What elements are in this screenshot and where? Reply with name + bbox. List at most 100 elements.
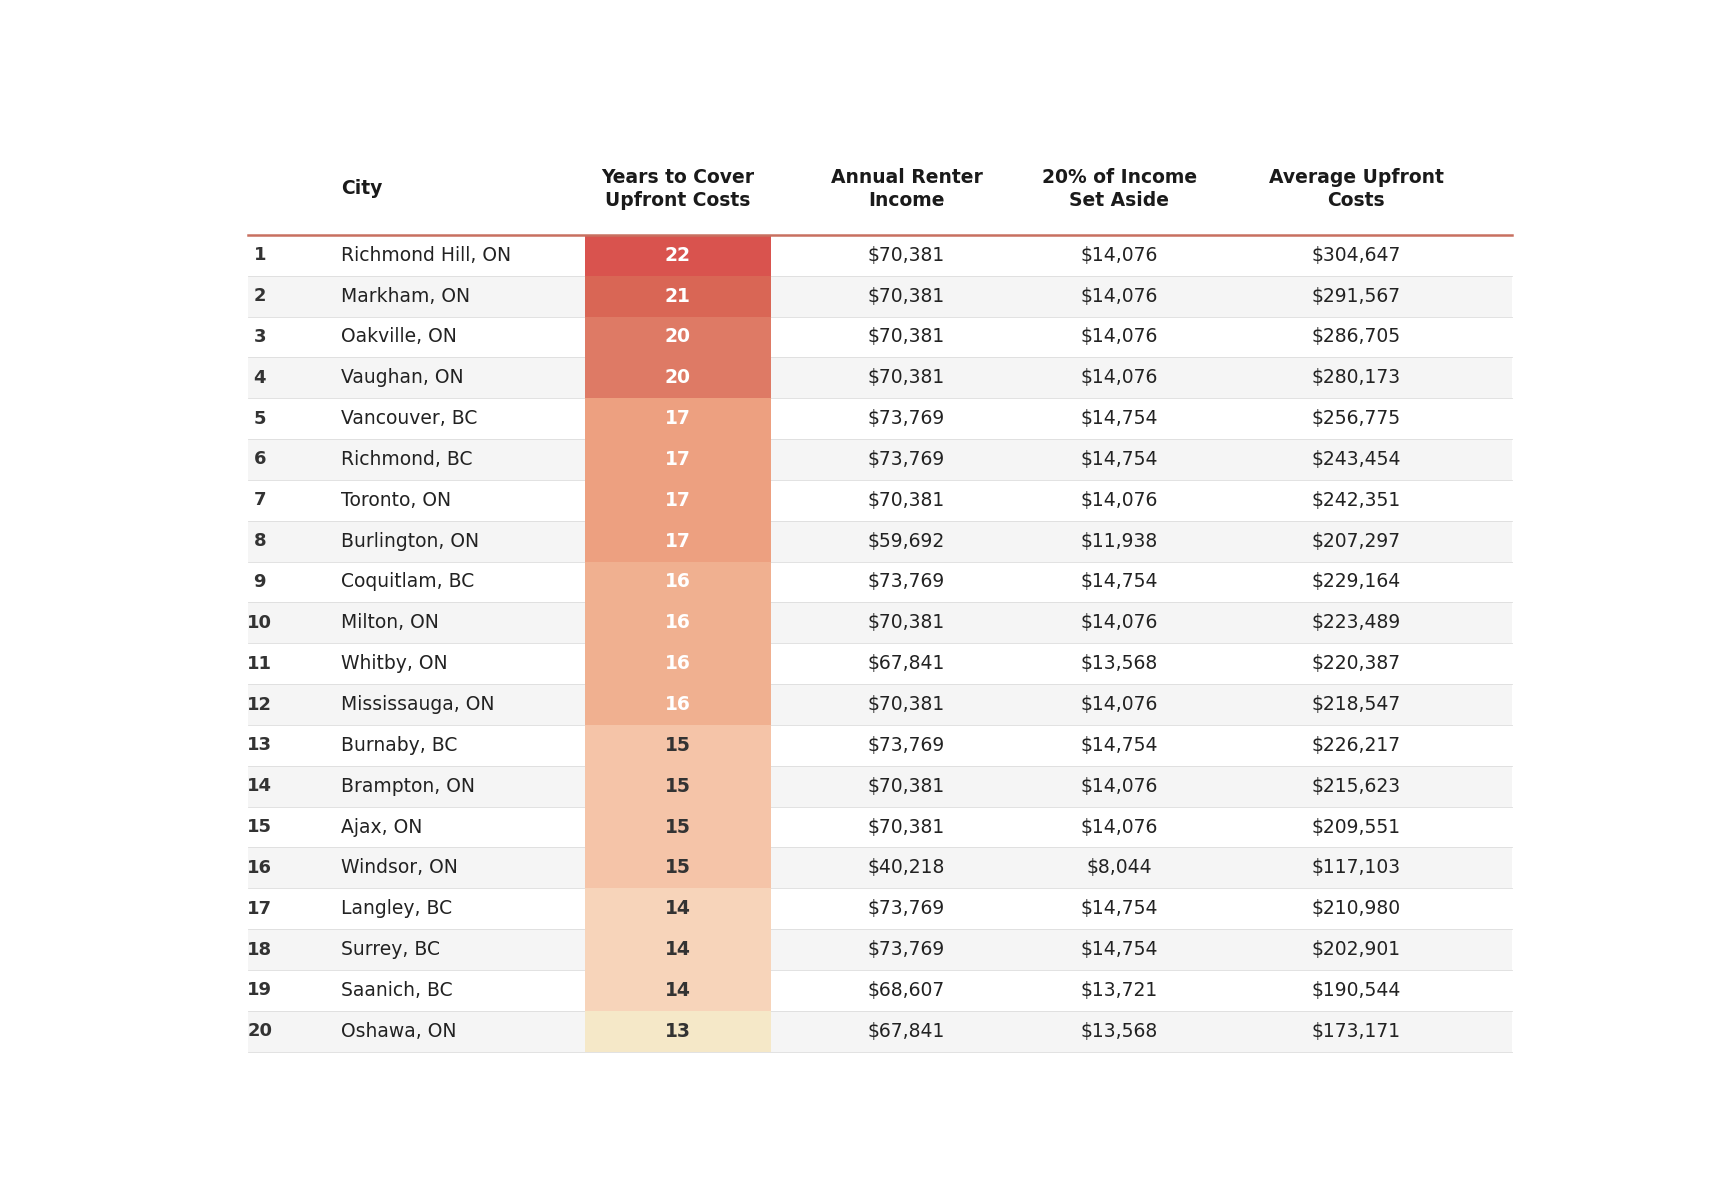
Bar xyxy=(584,1011,771,1051)
Text: 16: 16 xyxy=(664,695,690,714)
Bar xyxy=(247,1011,1513,1051)
Text: $14,754: $14,754 xyxy=(1080,572,1159,591)
Bar xyxy=(584,275,771,317)
Bar xyxy=(247,644,1513,684)
Bar xyxy=(247,317,1513,358)
Bar xyxy=(584,765,771,807)
Text: $73,769: $73,769 xyxy=(869,940,944,960)
Bar xyxy=(584,644,771,684)
Text: Richmond, BC: Richmond, BC xyxy=(342,449,472,468)
Text: $242,351: $242,351 xyxy=(1312,491,1401,510)
Text: $73,769: $73,769 xyxy=(869,449,944,468)
Text: $117,103: $117,103 xyxy=(1312,858,1401,877)
Text: 13: 13 xyxy=(664,1022,690,1041)
Text: $70,381: $70,381 xyxy=(869,491,944,510)
Text: 14: 14 xyxy=(664,981,690,1000)
Text: Coquitlam, BC: Coquitlam, BC xyxy=(342,572,474,591)
Text: $59,692: $59,692 xyxy=(869,532,944,551)
Bar xyxy=(584,807,771,848)
Text: 16: 16 xyxy=(664,572,690,591)
Text: 9: 9 xyxy=(254,573,266,591)
Bar xyxy=(247,725,1513,765)
Text: $14,754: $14,754 xyxy=(1080,899,1159,918)
Bar xyxy=(247,358,1513,398)
Bar xyxy=(247,970,1513,1011)
Text: $173,171: $173,171 xyxy=(1312,1022,1401,1041)
Text: 5: 5 xyxy=(254,410,266,428)
Text: $14,076: $14,076 xyxy=(1080,695,1159,714)
Text: 17: 17 xyxy=(247,900,273,918)
Text: $215,623: $215,623 xyxy=(1312,777,1401,796)
Bar xyxy=(247,930,1513,970)
Bar xyxy=(247,480,1513,521)
Text: 20: 20 xyxy=(247,1023,273,1041)
Text: $14,076: $14,076 xyxy=(1080,286,1159,305)
Text: $73,769: $73,769 xyxy=(869,899,944,918)
Bar xyxy=(247,235,1513,275)
Text: 8: 8 xyxy=(254,532,266,551)
Text: 20: 20 xyxy=(664,328,690,347)
Text: 17: 17 xyxy=(664,532,690,551)
Text: $207,297: $207,297 xyxy=(1312,532,1401,551)
Text: $68,607: $68,607 xyxy=(869,981,944,1000)
Bar xyxy=(584,848,771,888)
Text: $190,544: $190,544 xyxy=(1312,981,1401,1000)
Text: 16: 16 xyxy=(247,859,273,877)
Text: Richmond Hill, ON: Richmond Hill, ON xyxy=(342,246,512,265)
Text: $14,076: $14,076 xyxy=(1080,328,1159,347)
Text: $280,173: $280,173 xyxy=(1312,368,1401,387)
Text: $67,841: $67,841 xyxy=(867,654,946,673)
Text: Mississauga, ON: Mississauga, ON xyxy=(342,695,494,714)
Bar xyxy=(247,848,1513,888)
Text: 3: 3 xyxy=(254,328,266,346)
Text: Average Upfront
Costs: Average Upfront Costs xyxy=(1269,168,1444,210)
Bar xyxy=(584,725,771,765)
Text: $13,568: $13,568 xyxy=(1082,1022,1157,1041)
Text: 15: 15 xyxy=(664,777,690,796)
Text: $14,754: $14,754 xyxy=(1080,449,1159,468)
Bar xyxy=(584,480,771,521)
Text: Toronto, ON: Toronto, ON xyxy=(342,491,452,510)
Text: $73,769: $73,769 xyxy=(869,735,944,755)
Text: Langley, BC: Langley, BC xyxy=(342,899,452,918)
Bar xyxy=(584,602,771,644)
Text: $14,754: $14,754 xyxy=(1080,940,1159,960)
Text: $14,076: $14,076 xyxy=(1080,246,1159,265)
Text: 1: 1 xyxy=(254,247,266,265)
Bar xyxy=(584,930,771,970)
Text: $14,076: $14,076 xyxy=(1080,614,1159,632)
Text: $256,775: $256,775 xyxy=(1312,409,1401,428)
Text: $67,841: $67,841 xyxy=(867,1022,946,1041)
Text: 16: 16 xyxy=(664,654,690,673)
Text: Years to Cover
Upfront Costs: Years to Cover Upfront Costs xyxy=(601,168,754,210)
Text: 15: 15 xyxy=(664,858,690,877)
Bar xyxy=(584,439,771,480)
Text: $14,076: $14,076 xyxy=(1080,818,1159,837)
Text: Windsor, ON: Windsor, ON xyxy=(342,858,458,877)
Text: $202,901: $202,901 xyxy=(1312,940,1401,960)
Text: Milton, ON: Milton, ON xyxy=(342,614,440,632)
Bar xyxy=(584,521,771,561)
Text: 22: 22 xyxy=(664,246,690,265)
Text: $226,217: $226,217 xyxy=(1312,735,1401,755)
Text: 2: 2 xyxy=(254,287,266,305)
Text: $304,647: $304,647 xyxy=(1312,246,1401,265)
Text: Markham, ON: Markham, ON xyxy=(342,286,470,305)
Bar xyxy=(584,235,771,275)
Text: $70,381: $70,381 xyxy=(869,286,944,305)
Text: Oshawa, ON: Oshawa, ON xyxy=(342,1022,457,1041)
Text: 21: 21 xyxy=(664,286,690,305)
Text: 6: 6 xyxy=(254,451,266,468)
Text: 17: 17 xyxy=(664,491,690,510)
Text: $11,938: $11,938 xyxy=(1082,532,1157,551)
Text: 20: 20 xyxy=(664,368,690,387)
Text: 15: 15 xyxy=(664,818,690,837)
Text: 14: 14 xyxy=(247,777,273,795)
Text: $14,754: $14,754 xyxy=(1080,409,1159,428)
Text: 7: 7 xyxy=(254,491,266,509)
Text: $70,381: $70,381 xyxy=(869,614,944,632)
Text: $70,381: $70,381 xyxy=(869,246,944,265)
Bar xyxy=(584,970,771,1011)
Text: $14,754: $14,754 xyxy=(1080,735,1159,755)
Bar xyxy=(584,317,771,358)
